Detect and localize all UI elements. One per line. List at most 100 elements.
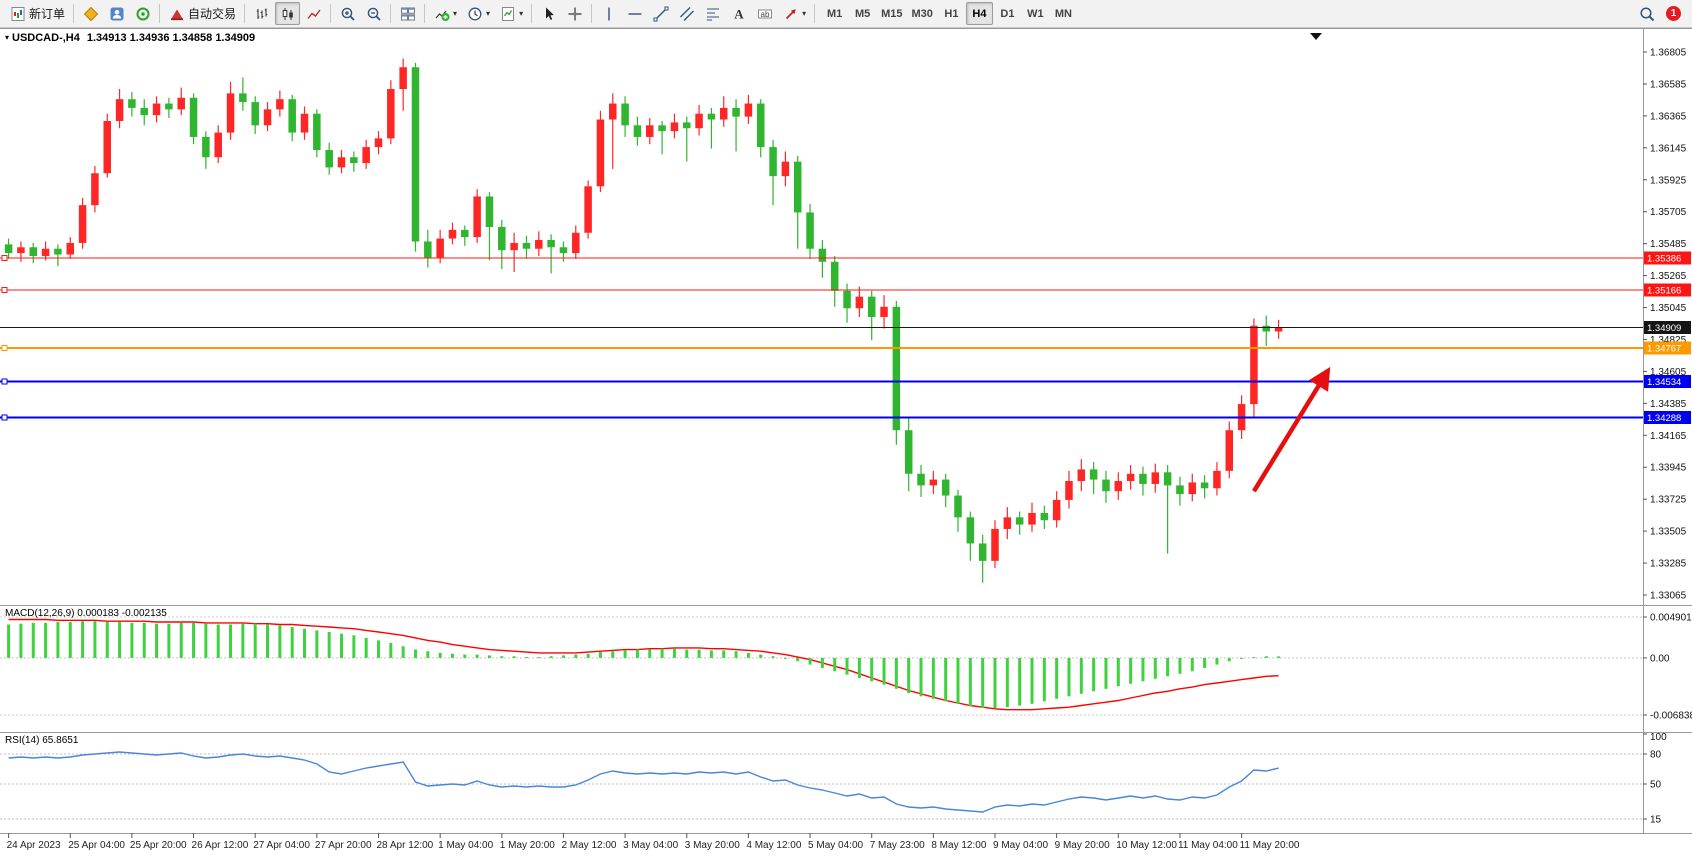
hline-1.35166[interactable]: 1.35166 [0,283,1691,297]
label-button[interactable]: ab [752,2,777,25]
svg-text:100: 100 [1650,732,1667,743]
voice-icon [134,5,151,22]
new-order-icon [9,5,26,22]
toolbar-separator [531,4,533,23]
panel-separators [0,29,1692,834]
svg-text:7 May 23:00: 7 May 23:00 [870,840,925,851]
svg-text:50: 50 [1650,780,1662,791]
cursor-icon [540,5,557,22]
timeframe-mn-button[interactable]: MN [1050,2,1077,25]
svg-text:28 Apr 12:00: 28 Apr 12:00 [377,840,434,851]
zoom-out-button[interactable] [361,2,386,25]
cursor-button[interactable] [536,2,561,25]
svg-text:1.34288: 1.34288 [1647,413,1681,424]
hline-1.34767[interactable]: 1.34767 [0,341,1691,355]
horizontal-line-icon [626,5,643,22]
zoom-in-icon [339,5,356,22]
search-button[interactable] [1634,2,1659,25]
vertical-line-button[interactable] [596,2,621,25]
svg-text:1.35485: 1.35485 [1650,239,1687,250]
timeframe-h4-button[interactable]: H4 [965,2,993,25]
svg-text:10 May 12:00: 10 May 12:00 [1116,840,1177,851]
svg-text:25 Apr 04:00: 25 Apr 04:00 [68,840,125,851]
svg-text:80: 80 [1650,750,1662,761]
svg-text:15: 15 [1650,815,1662,826]
crosshair-button[interactable] [562,2,587,25]
main-toolbar: 新订单 自动交易 ▾ ▾ ▾ A ab ▾ M1 M5 M15 M30 H1 H4 D1 W1… [0,0,1692,28]
zoom-out-icon [365,5,382,22]
svg-text:3 May 20:00: 3 May 20:00 [685,840,740,851]
charts-icon [82,5,99,22]
line-chart-button[interactable] [301,2,326,25]
time-axis: 24 Apr 2023 25 Apr 04:00 25 Apr 20:00 26 Ap… [7,833,1300,851]
price-axis: 1.36805 1.36585 1.36365 1.36145 1.35925 1.357… [1643,48,1687,602]
svg-text:0.004901: 0.004901 [1650,613,1692,624]
periods-icon [466,5,483,22]
svg-text:ab: ab [760,9,769,18]
arrows-button[interactable]: ▾ [778,2,810,25]
dropdown-caret-icon: ▾ [802,8,807,18]
hline-1.34534[interactable]: 1.34534 [0,375,1691,389]
macd-signal-line [8,618,1279,711]
chart-title: ▾ USDCAD-,H4 1.34913 1.34936 1.34858 1.349… [5,32,255,44]
hline-1.35386[interactable]: 1.35386 [0,251,1691,265]
templates-button[interactable]: ▾ [495,2,527,25]
chart-ohlc: 1.34913 1.34936 1.34858 1.34909 [86,32,256,44]
chart-symbol: USDCAD-,H4 [12,32,80,44]
macd-label: MACD(12,26,9) 0.000183 -0.002135 [5,608,167,619]
timeframe-m1-button[interactable]: M1 [821,2,848,25]
timeframe-d1-button[interactable]: D1 [994,2,1021,25]
svg-text:27 Apr 04:00: 27 Apr 04:00 [253,840,310,851]
candlestick-button[interactable] [275,2,301,25]
auto-trading-label: 自动交易 [188,7,237,21]
timeframe-h1-button[interactable]: H1 [938,2,965,25]
svg-text:1.36585: 1.36585 [1650,79,1687,90]
bar-chart-button[interactable] [249,2,274,25]
svg-text:A: A [734,6,744,21]
chart-canvas[interactable]: 1.36805 1.36585 1.36365 1.36145 1.35925 1.357… [0,29,1692,857]
hline-1.34288[interactable]: 1.34288 [0,410,1691,424]
fibonacci-button[interactable] [700,2,725,25]
auto-trading-button[interactable]: 自动交易 [164,2,240,25]
svg-text:1.34534: 1.34534 [1647,377,1681,388]
indicators-button[interactable]: ▾ [429,2,461,25]
timeframe-m30-button[interactable]: M30 [908,2,937,25]
toolbar-separator [73,4,75,23]
svg-text:1.34385: 1.34385 [1650,399,1687,410]
trend-arrow[interactable] [1252,366,1331,493]
candlestick-icon [279,5,296,22]
svg-text:9 May 20:00: 9 May 20:00 [1055,840,1110,851]
bar-chart-icon [253,5,270,22]
charts-button[interactable] [78,2,103,25]
current-price-line: 1.34909 [0,320,1691,334]
timeframe-m15-button[interactable]: M15 [877,2,906,25]
horizontal-line-button[interactable] [622,2,647,25]
trendline-button[interactable] [648,2,673,25]
dropdown-caret-icon: ▾ [519,8,524,18]
tile-windows-button[interactable] [395,2,420,25]
arrows-icon [782,5,799,22]
scroll-anchor-icon[interactable] [1310,33,1322,40]
timeframe-w1-button[interactable]: W1 [1022,2,1049,25]
fibonacci-icon [704,5,721,22]
svg-text:0.00: 0.00 [1650,653,1670,664]
svg-text:1 May 04:00: 1 May 04:00 [438,840,493,851]
new-order-button[interactable]: 新订单 [5,2,69,25]
profile-button[interactable] [104,2,129,25]
svg-text:9 May 04:00: 9 May 04:00 [993,840,1048,851]
svg-text:1.34825: 1.34825 [1650,335,1687,346]
profile-icon [108,5,125,22]
svg-text:25 Apr 20:00: 25 Apr 20:00 [130,840,187,851]
voice-button[interactable] [130,2,155,25]
periods-button[interactable]: ▾ [462,2,494,25]
zoom-in-button[interactable] [335,2,360,25]
toolbar-separator [814,4,816,23]
channel-button[interactable] [674,2,699,25]
chart-window: 1.36805 1.36585 1.36365 1.36145 1.35925 1.357… [0,28,1692,857]
notification-badge[interactable]: 1 [1666,6,1681,21]
text-button[interactable]: A [726,2,751,25]
timeframe-m5-button[interactable]: M5 [849,2,876,25]
svg-text:27 Apr 20:00: 27 Apr 20:00 [315,840,372,851]
svg-text:1.35386: 1.35386 [1647,254,1681,265]
svg-text:1.33505: 1.33505 [1650,527,1687,538]
